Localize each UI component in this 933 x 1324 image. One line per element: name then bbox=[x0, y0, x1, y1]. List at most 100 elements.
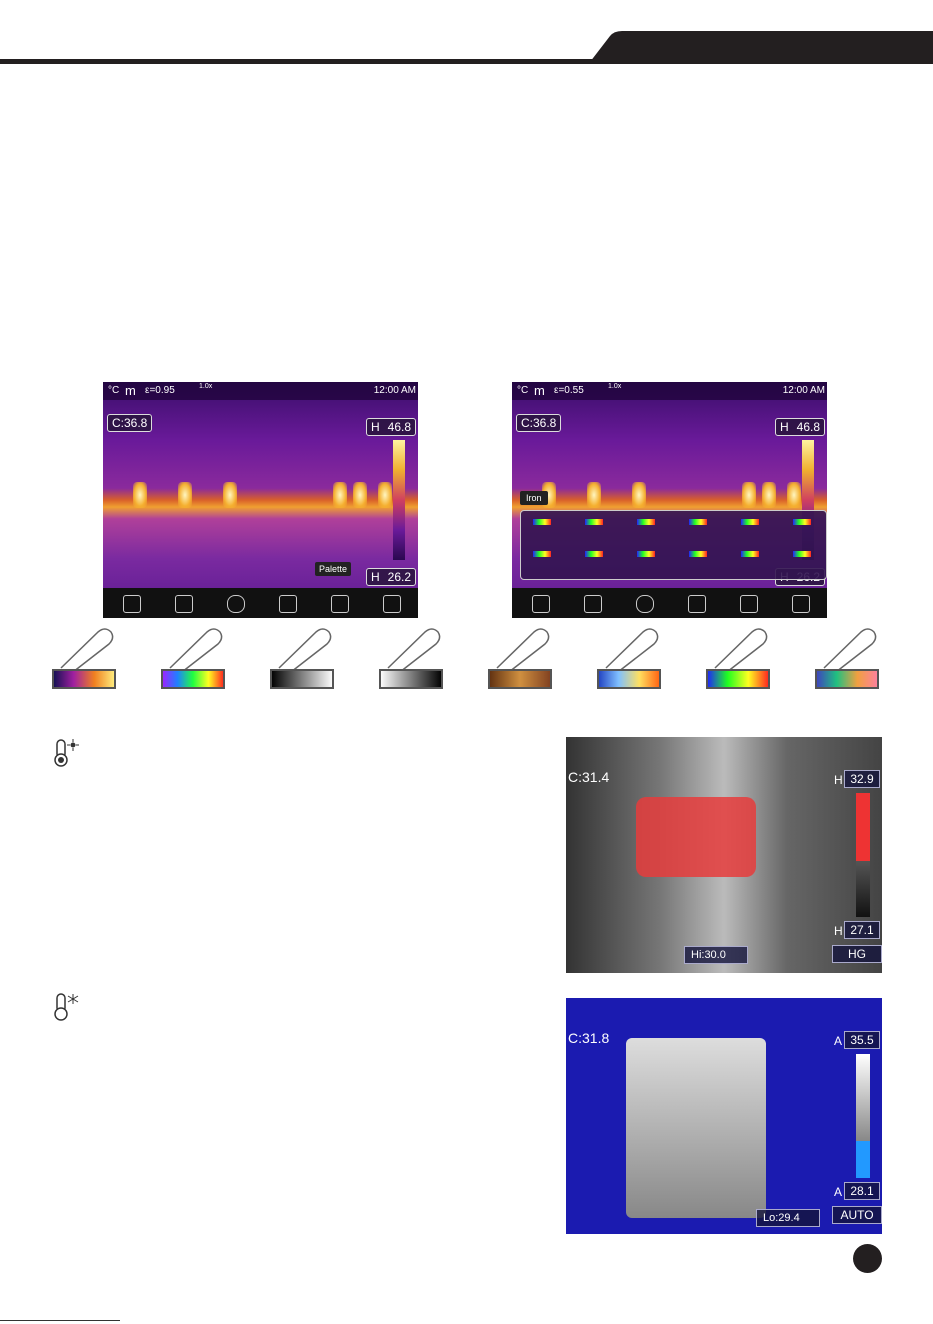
bottom-label: H bbox=[834, 924, 843, 938]
hot-spot bbox=[378, 482, 392, 508]
hot-spot bbox=[742, 482, 756, 508]
palette-icon bbox=[161, 628, 225, 689]
palette-row bbox=[52, 628, 879, 689]
high-value: 46.8 bbox=[387, 420, 411, 434]
color-bar bbox=[856, 1054, 870, 1178]
thermal-image: C:31.8 A 35.5 A 28.1 AUTO Lo:29.4 bbox=[566, 998, 882, 1234]
unit: °C bbox=[517, 385, 529, 396]
hot-spot bbox=[333, 482, 347, 508]
high-box: H 46.8 bbox=[366, 418, 416, 436]
emissivity: ε=0.55 bbox=[554, 385, 584, 396]
hot-spot bbox=[587, 482, 601, 508]
center-temp: C:36.8 bbox=[107, 414, 153, 432]
camera-screen: °C m ε=0.95 1.0x 12:00 AM C:36.8 H 46.8 H 26.2 Pal… bbox=[103, 382, 418, 618]
low-value: 26.2 bbox=[387, 570, 411, 584]
toolbar-icon bbox=[792, 595, 810, 613]
bottom-value: 27.1 bbox=[844, 921, 880, 939]
bottom-value: 28.1 bbox=[844, 1182, 880, 1200]
zoom: 1.0x bbox=[608, 383, 622, 390]
toolbar-icon bbox=[123, 595, 141, 613]
thermal-image: C:31.4 H 32.9 H 27.1 HG Hi:30.0 bbox=[566, 737, 882, 973]
panel-icon bbox=[793, 551, 811, 557]
top-value: 32.9 bbox=[844, 770, 880, 788]
toolbar-icon bbox=[279, 595, 297, 613]
thermo-high-icon bbox=[54, 739, 79, 767]
time: 12:00 AM bbox=[782, 385, 825, 396]
hot-spot bbox=[762, 482, 776, 508]
high-label: H bbox=[780, 420, 789, 434]
toolbar-icon bbox=[584, 595, 602, 613]
panel-icon bbox=[689, 519, 707, 525]
hot-spot bbox=[787, 482, 801, 508]
high-value: 46.8 bbox=[796, 420, 820, 434]
top-label: H bbox=[834, 773, 843, 787]
palette-icon bbox=[815, 628, 879, 689]
emissivity: ε=0.95 bbox=[145, 385, 175, 396]
toolbar bbox=[512, 588, 827, 618]
alarm-box: Hi:30.0 bbox=[684, 946, 748, 964]
toolbar-icon bbox=[740, 595, 758, 613]
panel-icon bbox=[793, 519, 811, 525]
palette-panel bbox=[520, 510, 827, 580]
hot-spot bbox=[223, 482, 237, 508]
panel-icon bbox=[533, 519, 551, 525]
alarm-box: Lo:29.4 bbox=[756, 1209, 820, 1227]
mode: m bbox=[534, 383, 545, 398]
toolbar-icon bbox=[383, 595, 401, 613]
zoom: 1.0x bbox=[199, 383, 213, 390]
palette-icon bbox=[270, 628, 334, 689]
bottom-label: A bbox=[834, 1185, 843, 1199]
center-temp: C:31.8 bbox=[568, 1030, 610, 1046]
toolbar-icon bbox=[688, 595, 706, 613]
low-box: H 26.2 bbox=[366, 568, 416, 586]
toolbar bbox=[103, 588, 418, 618]
thermo-low-icon bbox=[54, 993, 79, 1021]
panel-icon bbox=[585, 551, 603, 557]
range-mode: HG bbox=[832, 945, 882, 963]
panel-icon bbox=[533, 551, 551, 557]
toolbar-icon bbox=[532, 595, 550, 613]
color-bar bbox=[856, 793, 870, 917]
footer-line bbox=[0, 1320, 120, 1321]
palette-icon bbox=[488, 628, 552, 689]
top-value: 35.5 bbox=[844, 1031, 880, 1049]
palette-icon bbox=[379, 628, 443, 689]
center-temp: C:36.8 bbox=[516, 414, 562, 432]
panel-icon bbox=[741, 519, 759, 525]
time: 12:00 AM bbox=[373, 385, 416, 396]
high-label: H bbox=[371, 420, 380, 434]
range-mode: AUTO bbox=[832, 1206, 882, 1224]
top-label: A bbox=[834, 1034, 843, 1048]
palette-icon bbox=[52, 628, 116, 689]
gray-region bbox=[626, 1038, 766, 1218]
toolbar-icon bbox=[331, 595, 349, 613]
panel-icon bbox=[637, 551, 655, 557]
panel-icon bbox=[689, 551, 707, 557]
unit: °C bbox=[108, 385, 120, 396]
status-bar: °C m ε=0.55 1.0x 12:00 AM bbox=[512, 382, 827, 400]
panel-icon bbox=[585, 519, 603, 525]
panel-icon bbox=[741, 551, 759, 557]
status-bar: °C m ε=0.95 1.0x 12:00 AM bbox=[103, 382, 418, 400]
palette-icon bbox=[706, 628, 770, 689]
page-number-badge bbox=[853, 1244, 882, 1273]
color-bar bbox=[393, 440, 405, 560]
panel-icon bbox=[637, 519, 655, 525]
mode: m bbox=[125, 383, 136, 398]
center-temp: C:31.4 bbox=[568, 769, 610, 785]
hot-spot bbox=[632, 482, 646, 508]
high-box: H 46.8 bbox=[775, 418, 825, 436]
hot-spot bbox=[178, 482, 192, 508]
header-bar bbox=[0, 31, 933, 64]
hot-spot bbox=[353, 482, 367, 508]
toolbar-icon bbox=[227, 595, 245, 613]
low-label: H bbox=[371, 570, 380, 584]
toolbar-icon bbox=[636, 595, 654, 613]
palette-icon bbox=[597, 628, 661, 689]
toolbar-icon bbox=[175, 595, 193, 613]
tooltip: Iron bbox=[520, 491, 548, 505]
hot-spot bbox=[133, 482, 147, 508]
tooltip: Palette bbox=[315, 562, 352, 576]
